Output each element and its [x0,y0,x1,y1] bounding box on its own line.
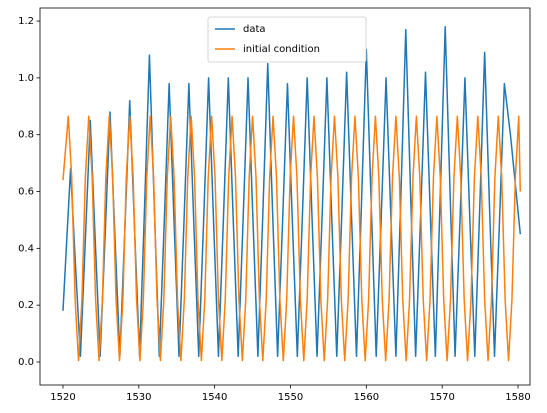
y-tick-label: 0.6 [18,187,34,198]
x-tick-label: 1560 [354,392,379,403]
x-tick-label: 1580 [505,392,530,403]
series-line [62,115,522,362]
x-tick-label: 1540 [202,392,227,403]
legend-label: initial condition [243,44,320,55]
y-tick-label: 0.2 [18,300,34,311]
x-tick-label: 1520 [50,392,75,403]
y-tick-label: 1.2 [18,16,34,27]
axes-frame [39,7,531,386]
y-tick-label: 0.4 [18,243,34,254]
legend-box [207,16,367,63]
x-tick-label: 1550 [278,392,303,403]
y-tick-label: 0.8 [18,130,34,141]
series-line [62,26,522,358]
y-tick-label: 1.0 [18,73,34,84]
x-tick-label: 1530 [126,392,151,403]
x-tick-label: 1570 [429,392,454,403]
y-tick-label: 0.0 [18,357,34,368]
legend-label: data [243,24,266,35]
